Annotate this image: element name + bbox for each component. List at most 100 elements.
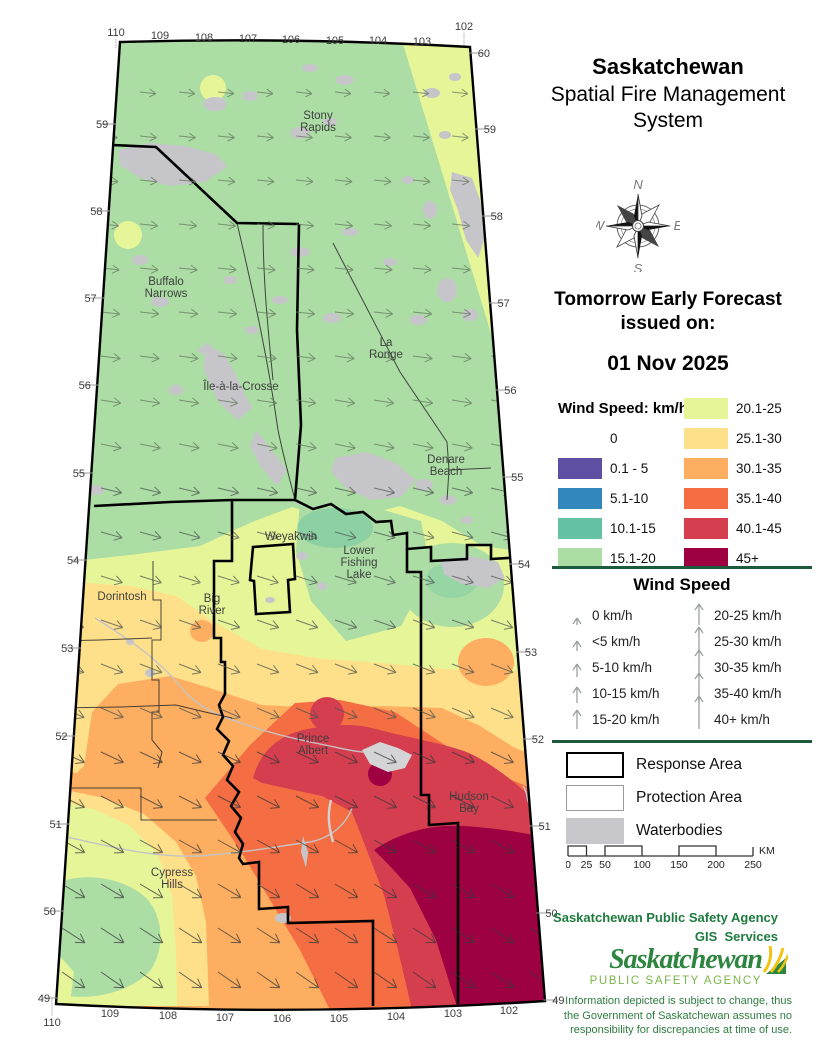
wind-arrow bbox=[139, 220, 159, 230]
wind-arrow bbox=[295, 486, 318, 497]
wind-class-swatch bbox=[684, 517, 728, 539]
lat-label-right: 55 bbox=[511, 472, 523, 484]
place-label: Buffalo Narrows bbox=[145, 276, 188, 300]
map-title: Saskatchewan Spatial Fire Management Sys… bbox=[524, 54, 812, 134]
wind-arrow bbox=[217, 751, 241, 764]
wind-class-row: 10.1-15 bbox=[558, 513, 688, 543]
wind-arrow bbox=[334, 795, 359, 809]
wind-class-swatch bbox=[684, 427, 728, 449]
wind-arrow bbox=[334, 441, 356, 452]
wind-class-label: 40.1-45 bbox=[736, 520, 782, 536]
wind-arrow bbox=[217, 619, 241, 630]
wind-arrow bbox=[295, 751, 319, 764]
wind-arrow bbox=[295, 839, 320, 854]
wind-arrow bbox=[295, 264, 315, 274]
wind-arrow bbox=[61, 176, 80, 186]
wind-arrow bbox=[529, 795, 545, 809]
wind-arrow bbox=[451, 839, 476, 854]
wind-arrow-icon bbox=[694, 649, 704, 677]
wind-arrow bbox=[139, 971, 164, 989]
wind-arrow bbox=[256, 575, 279, 586]
wind-class-swatch bbox=[558, 487, 602, 509]
wind-arrow bbox=[529, 220, 545, 230]
wind-arrow bbox=[412, 308, 433, 318]
wind-arrow bbox=[61, 264, 81, 274]
wind-arrow bbox=[217, 486, 240, 497]
arrow-legend-label: 15-20 km/h bbox=[592, 711, 660, 727]
wind-arrow bbox=[100, 839, 125, 854]
wind-arrow bbox=[295, 795, 320, 809]
wind-arrow bbox=[100, 531, 123, 541]
wind-arrow bbox=[490, 264, 510, 274]
wind-arrow bbox=[217, 971, 242, 989]
wind-arrow bbox=[256, 927, 281, 944]
area-legend: Response Area Protection Area Waterbodies bbox=[566, 752, 742, 851]
wind-arrow bbox=[100, 707, 124, 720]
wind-arrow bbox=[412, 486, 435, 497]
wind-arrow bbox=[61, 575, 84, 586]
wind-arrow bbox=[295, 707, 319, 720]
compass-rose: N E S W bbox=[596, 177, 680, 272]
wind-arrow bbox=[139, 927, 164, 944]
wind-arrow bbox=[295, 176, 314, 186]
wind-arrow-icon bbox=[572, 640, 582, 651]
wind-arrow bbox=[334, 220, 354, 230]
wind-class-label: 10.1-15 bbox=[610, 520, 656, 536]
wind-arrow bbox=[178, 883, 203, 899]
forecast-date: 01 Nov 2025 bbox=[607, 352, 729, 375]
wind-arrow bbox=[373, 264, 393, 274]
lon-label-top: 110 bbox=[107, 27, 125, 39]
fill-ne-20-25 bbox=[403, 44, 493, 340]
wind-arrow bbox=[256, 707, 280, 720]
wind-arrow bbox=[178, 839, 203, 854]
wind-fill-legend-right-column: 20.1-25 25.1-30 30.1-35 35.1-40 40.1-45 45+ bbox=[684, 393, 814, 573]
agency-logo-name: Saskatchewan bbox=[609, 944, 763, 975]
wind-arrow bbox=[61, 308, 82, 318]
wind-class-row: 0.1 - 5 bbox=[558, 453, 688, 483]
wind-arrow bbox=[178, 220, 198, 230]
wind-arrow bbox=[256, 88, 274, 98]
area-legend-row-response: Response Area bbox=[566, 752, 742, 778]
wind-arrow bbox=[256, 663, 280, 675]
wind-arrow bbox=[373, 176, 392, 186]
wind-arrow bbox=[529, 663, 545, 675]
wind-arrow bbox=[373, 132, 391, 142]
wind-arrow bbox=[490, 839, 515, 854]
scale-bar-tick-label: 150 bbox=[670, 859, 688, 871]
fill-lfl-green bbox=[296, 501, 431, 641]
wind-arrow bbox=[295, 971, 320, 989]
wind-arrow bbox=[256, 397, 278, 407]
arrow-legend-label: 10-15 km/h bbox=[592, 685, 660, 701]
area-legend-label: Protection Area bbox=[636, 789, 742, 806]
wind-arrow bbox=[100, 88, 118, 98]
lat-label-left: 58 bbox=[90, 206, 102, 218]
place-label: Lower Fishing Lake bbox=[340, 545, 377, 581]
scale-bar-tick-label: 250 bbox=[744, 859, 762, 871]
fill-sw-green bbox=[56, 877, 161, 997]
wind-arrow bbox=[178, 927, 203, 944]
wind-arrow bbox=[178, 619, 202, 630]
wind-arrow bbox=[217, 397, 239, 407]
wind-arrow bbox=[61, 531, 84, 541]
wind-arrow bbox=[295, 663, 319, 675]
wind-arrow bbox=[61, 353, 82, 363]
place-label: Stony Rapids bbox=[300, 110, 336, 134]
wind-arrow bbox=[139, 883, 164, 899]
wind-arrow bbox=[139, 88, 157, 98]
wind-arrow bbox=[178, 397, 200, 407]
wind-arrow bbox=[373, 707, 397, 720]
wind-arrow bbox=[451, 575, 474, 586]
wind-arrow bbox=[100, 397, 122, 407]
wind-arrow bbox=[373, 88, 391, 98]
wind-arrow bbox=[334, 132, 352, 142]
wind-arrow bbox=[451, 308, 472, 318]
wind-class-label: 20.1-25 bbox=[736, 400, 782, 416]
agency-logo-subtitle: PUBLIC SAFETY AGENCY bbox=[589, 975, 762, 987]
wind-arrow bbox=[334, 883, 359, 899]
map-title-line1: Saskatchewan bbox=[592, 54, 744, 79]
wind-arrow bbox=[295, 397, 317, 407]
wind-arrow bbox=[100, 353, 121, 363]
wind-arrow bbox=[256, 441, 278, 452]
wind-arrow bbox=[139, 176, 158, 186]
wind-class-label: 30.1-35 bbox=[736, 460, 782, 476]
